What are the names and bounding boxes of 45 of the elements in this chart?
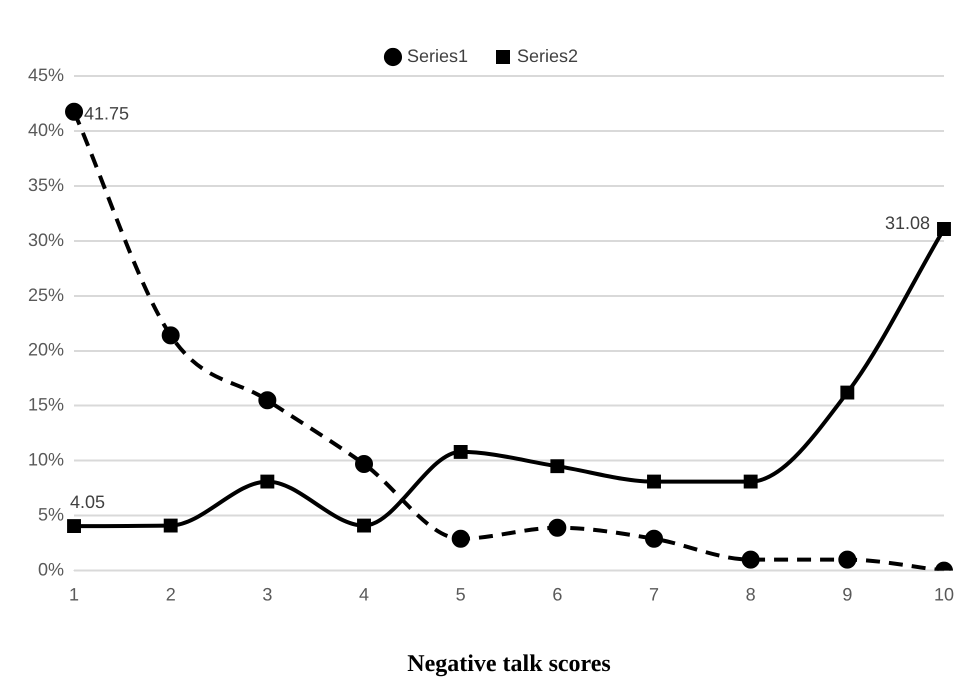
y-tick-label: 35% — [28, 174, 64, 195]
point — [258, 391, 276, 410]
point — [452, 530, 470, 548]
x-tick-label: 3 — [262, 584, 272, 604]
point — [67, 519, 81, 534]
y-tick-label: 20% — [28, 340, 64, 360]
x-tick-label: 1 — [69, 584, 80, 604]
legend-label: Series1 — [406, 46, 468, 66]
point — [164, 518, 178, 532]
y-tick-label: 40% — [28, 120, 64, 140]
point — [355, 454, 374, 473]
point — [454, 444, 468, 459]
y-tick-label: 45% — [28, 64, 64, 85]
point — [357, 518, 371, 532]
data-label: 41.75 — [84, 104, 130, 124]
x-tick-label: 4 — [359, 584, 370, 604]
x-axis-title: Negative talk scores — [407, 650, 611, 677]
point — [645, 530, 663, 548]
point — [162, 326, 180, 344]
point — [742, 550, 760, 569]
point — [260, 474, 274, 489]
point — [744, 474, 758, 489]
x-tick-label: 6 — [552, 584, 562, 604]
point — [840, 386, 854, 400]
point — [937, 222, 951, 236]
point — [548, 518, 566, 537]
x-tick-label: 5 — [456, 584, 466, 604]
y-tick-label: 5% — [38, 504, 64, 525]
x-tick-label: 7 — [648, 584, 660, 604]
y-tick-label: 0% — [38, 560, 64, 580]
x-tick-label: 10 — [934, 584, 954, 604]
data-label: 31.08 — [884, 212, 930, 233]
point — [65, 102, 84, 121]
y-tick-label: 30% — [28, 230, 64, 250]
y-tick-label: 15% — [28, 394, 64, 415]
point — [838, 550, 856, 569]
data-label: 4.05 — [70, 492, 106, 512]
y-tick-label: 10% — [28, 450, 64, 470]
y-tick-label: 25% — [28, 284, 64, 305]
x-tick-label: 2 — [166, 584, 176, 604]
x-tick-label: 9 — [842, 584, 852, 604]
legend-label: Series2 — [517, 46, 578, 66]
point — [647, 474, 661, 489]
point — [550, 459, 564, 474]
x-tick-label: 8 — [746, 584, 756, 604]
